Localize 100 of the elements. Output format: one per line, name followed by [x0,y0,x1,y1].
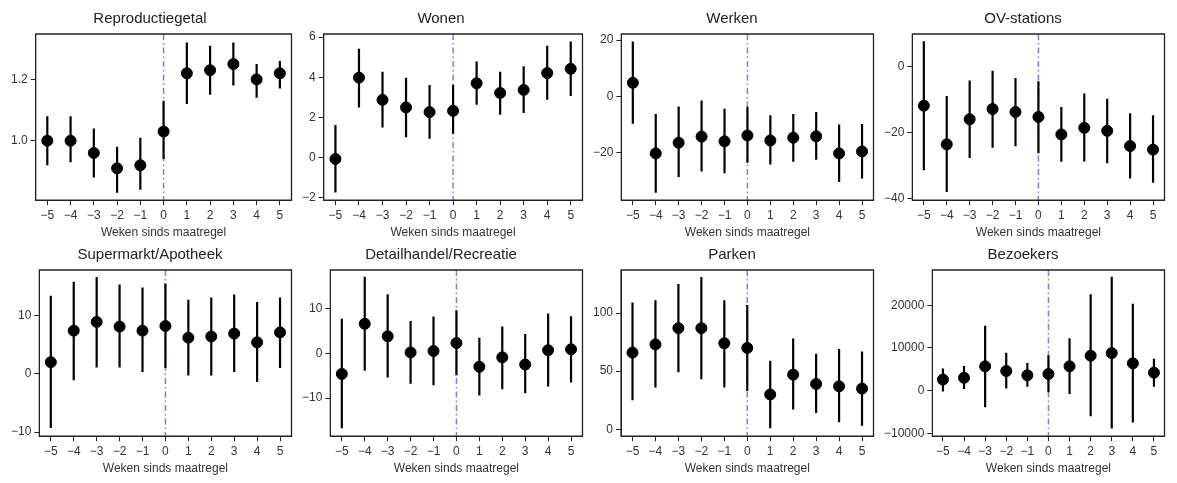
x-tick-label: −2 [999,443,1014,458]
point [936,373,949,386]
chart-title: Parken [708,245,756,263]
point [352,71,365,84]
x-tick-label: −4 [66,443,81,458]
point [979,360,992,373]
point [1042,367,1055,380]
x-tick-label: 0 [160,207,168,222]
x-tick-label: −1 [135,443,150,458]
x-tick-label: 5 [567,207,575,222]
y-tick-label: 20000 [891,297,925,312]
point [833,147,846,160]
x-axis-title: Weken sinds maatregel [390,225,516,240]
y-tick-label: 0 [606,88,614,103]
point [1084,349,1097,362]
point [1147,143,1160,156]
x-axis-title: Weken sinds maatregel [985,461,1112,476]
x-tick-label: −4 [648,207,663,222]
point [1032,110,1045,123]
x-tick-label: 3 [230,207,238,222]
x-tick-label: −1 [133,207,148,222]
point [376,93,389,106]
point [541,67,554,80]
point [718,337,731,350]
point [251,336,264,349]
point [672,136,685,149]
point [958,371,971,384]
x-tick-label: −5 [334,443,349,458]
x-tick-label: −4 [352,207,367,222]
x-tick-label: −3 [380,443,395,458]
point [404,346,417,359]
x-tick-label: 5 [567,443,575,458]
y-tick-label: 0 [917,382,925,397]
point [626,346,639,359]
point [1147,366,1160,379]
y-tick-label: 2 [308,109,316,124]
point [542,344,555,357]
x-tick-label: −1 [1008,207,1023,222]
x-tick-label: 4 [253,443,261,458]
point [157,125,170,138]
y-tick-label: 10000 [891,340,925,355]
x-tick-label: 0 [453,443,461,458]
point [1078,121,1091,134]
chart-title: Werken [706,9,758,27]
point [204,64,217,77]
point [358,317,371,330]
point [450,337,463,350]
x-tick-label: 3 [520,207,528,222]
x-tick-label: 5 [858,207,866,222]
y-tick-label: 1.0 [10,133,28,148]
point [764,134,777,147]
point [718,135,731,148]
x-tick-label: 0 [162,443,170,458]
x-tick-label: 1 [767,207,775,222]
point [427,345,440,358]
point [787,131,800,144]
point [787,368,800,381]
point [1009,105,1022,118]
x-tick-label: −5 [936,443,951,458]
y-tick-label: 0 [24,366,32,381]
point [963,113,976,126]
y-tick-label: 10 [309,300,323,315]
x-tick-label: 0 [743,443,751,458]
x-tick-label: 0 [449,207,457,222]
y-tick-label: 50 [599,363,614,378]
point [1055,128,1068,141]
x-tick-label: 2 [496,207,504,222]
point [1126,357,1139,370]
y-tick-label: 10 [18,307,32,322]
point [90,315,103,328]
x-tick-label: 2 [206,207,214,222]
x-tick-label: −2 [399,207,414,222]
x-axis-title: Weken sinds maatregel [684,461,810,476]
point [496,351,509,364]
x-tick-label: 3 [230,443,238,458]
x-tick-label: 3 [521,443,529,458]
y-tick-label: 100 [592,305,614,320]
x-tick-label: −2 [694,207,709,222]
x-tick-label: 5 [1149,207,1157,222]
point [44,356,57,369]
y-tick-label: 6 [308,29,316,44]
x-tick-label: 0 [1045,443,1053,458]
point [856,382,869,395]
x-tick-label: 3 [1108,443,1116,458]
x-tick-label: 5 [276,207,284,222]
point [695,322,708,335]
point [649,147,662,160]
x-tick-label: −4 [648,443,663,458]
chart-title: OV-stations [984,9,1062,27]
x-tick-label: −5 [916,207,931,222]
x-tick-label: 3 [812,443,820,458]
x-tick-label: 2 [1080,207,1088,222]
x-tick-label: −4 [357,443,372,458]
point [1063,360,1076,373]
x-tick-label: 5 [1150,443,1158,458]
point [986,103,999,116]
y-tick-label: 20 [600,32,614,47]
point [833,380,846,393]
point [180,67,193,80]
point [1101,124,1114,137]
